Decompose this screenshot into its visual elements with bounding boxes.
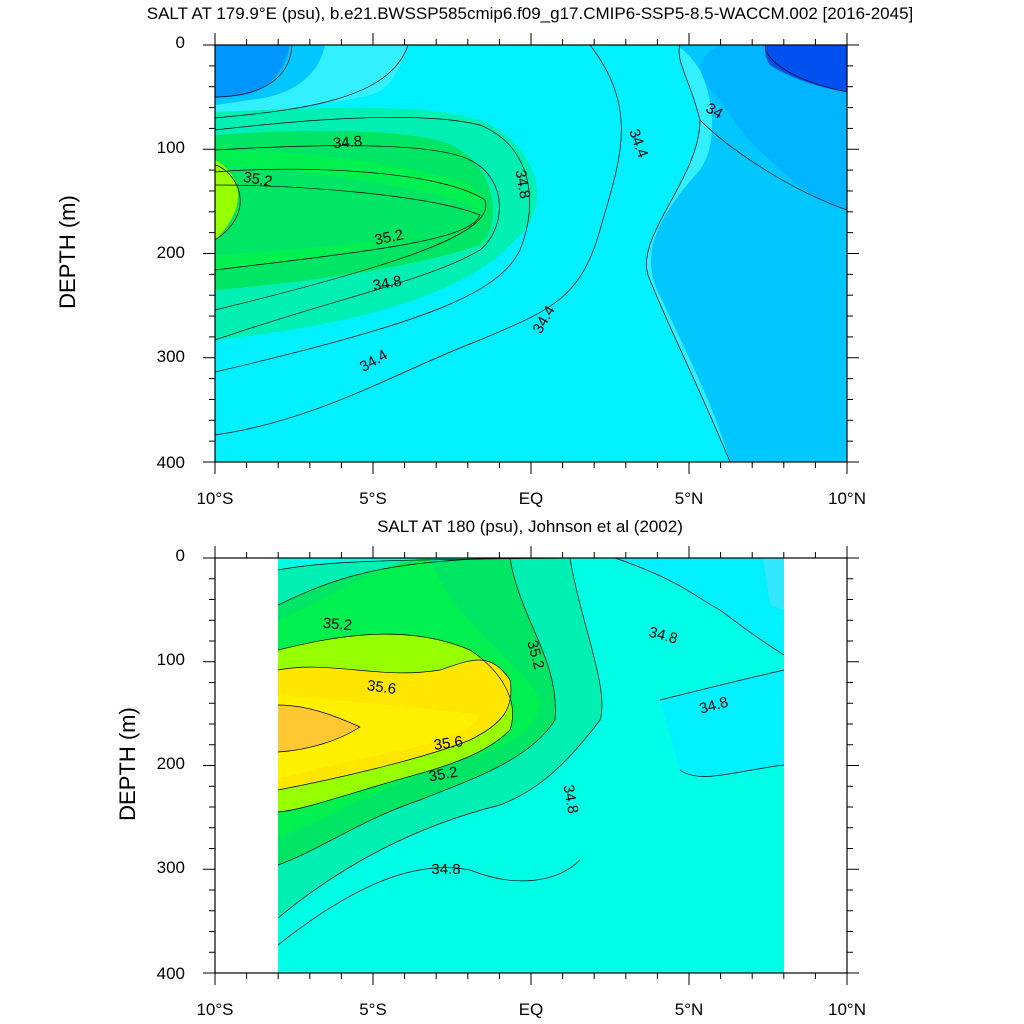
- x-tick-label: 10°S: [196, 1000, 233, 1019]
- x-tick-label: 10°N: [828, 489, 866, 508]
- x-tick-label: EQ: [519, 489, 544, 508]
- contour-line: [614, 557, 785, 656]
- salinity-region: [701, 45, 847, 210]
- contour-line: [699, 119, 848, 211]
- y-axis-label: DEPTH (m): [115, 707, 140, 821]
- x-tick-label: 5°N: [675, 1000, 704, 1019]
- salinity-region: [763, 558, 784, 610]
- contour-label: 35.2: [523, 639, 547, 672]
- y-tick-label: 200: [157, 754, 185, 773]
- contour-line: [277, 859, 581, 946]
- contour-label: 34.8: [332, 133, 363, 152]
- salinity-region: [615, 558, 784, 655]
- contour-line: [659, 669, 785, 701]
- contour-label: 34: [703, 100, 726, 123]
- y-tick-label: 200: [157, 243, 185, 262]
- contour-line: [214, 117, 530, 373]
- contour-line: [214, 145, 500, 341]
- chart-title: SALT AT 180 (psu), Johnson et al (2002): [377, 517, 683, 536]
- x-tick-label: EQ: [519, 1000, 544, 1019]
- contour-line: [277, 557, 603, 919]
- x-tick-label: 10°S: [196, 489, 233, 508]
- contour-label: 34.8: [560, 783, 582, 815]
- contour-label: 35.2: [242, 169, 274, 191]
- contour-line: [277, 633, 513, 813]
- salinity-region: [215, 160, 239, 240]
- y-tick-label: 100: [157, 650, 185, 669]
- contour-plot-observed: 35.2 35.6 35.6 35.2 35.2 34.8 34.8 34.8 …: [277, 557, 785, 973]
- axis-ticks: [203, 33, 859, 474]
- contour-label: 35.6: [366, 677, 397, 698]
- axis-ticks: [203, 546, 859, 985]
- y-axis-label: DEPTH (m): [55, 195, 80, 309]
- contour-line: [277, 659, 512, 791]
- contour-line: [214, 184, 481, 271]
- y-tick-label: 300: [157, 858, 185, 877]
- contour-line: [214, 44, 293, 98]
- contour-plot-model: 34.8 35.2 34.8 35.2 34.8 34.4 34.4 34 34…: [214, 44, 848, 463]
- contour-label: 35.2: [427, 764, 459, 786]
- contour-line: [277, 704, 361, 753]
- y-tick-label: 0: [176, 33, 185, 52]
- salinity-region: [215, 165, 474, 255]
- y-tick-label: 0: [176, 546, 185, 565]
- contour-line: [646, 44, 731, 463]
- contour-line: [764, 44, 848, 93]
- chart-title: SALT AT 179.9°E (psu), b.e21.BWSSP585cmi…: [147, 4, 914, 23]
- contour-label: 35.6: [433, 733, 464, 754]
- contour-label: 34.8: [431, 861, 460, 878]
- x-tick-label: 10°N: [828, 1000, 866, 1019]
- contour-line: [679, 764, 785, 777]
- contour-line: [214, 44, 622, 436]
- contour-line: [214, 164, 241, 241]
- y-tick-label: 300: [157, 347, 185, 366]
- contour-label: 34.8: [512, 168, 534, 200]
- contour-line: [214, 168, 487, 311]
- salinity-region: [660, 670, 784, 777]
- contour-label: 34.8: [647, 624, 680, 648]
- y-tick-label: 400: [157, 453, 185, 472]
- x-tick-label: 5°S: [359, 489, 387, 508]
- salinity-region: [765, 45, 847, 92]
- y-tick-label: 100: [157, 138, 185, 157]
- contour-label: 34.8: [371, 273, 403, 295]
- contour-label: 35.2: [322, 615, 353, 634]
- salinity-region: [215, 45, 290, 98]
- contour-line: [214, 44, 409, 119]
- contour-label: 35.2: [373, 226, 405, 249]
- contour-line: [277, 557, 556, 866]
- salinity-region: [278, 705, 360, 752]
- x-tick-label: 5°N: [675, 489, 704, 508]
- y-tick-label: 400: [157, 964, 185, 983]
- x-tick-label: 5°S: [359, 1000, 387, 1019]
- contour-label: 34.8: [698, 694, 731, 718]
